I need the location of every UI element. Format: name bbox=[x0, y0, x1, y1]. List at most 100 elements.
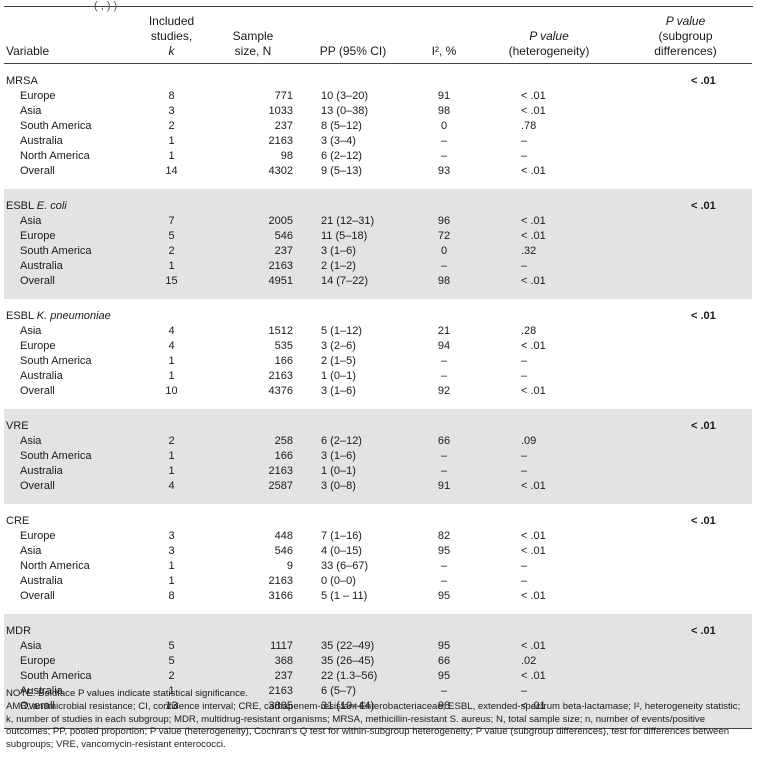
empty-cell bbox=[619, 434, 752, 449]
empty-cell bbox=[619, 559, 752, 574]
sample-size-cell: 546 bbox=[274, 545, 293, 557]
empty-cell bbox=[619, 449, 752, 464]
studies-cell: 13 bbox=[134, 699, 209, 714]
sample-size-cell: 4376 bbox=[268, 385, 293, 397]
studies-cell: 2 bbox=[134, 244, 209, 259]
group-block: MDR < .01 Asia 5 1117 35 (22–49) 95 < .01 Europe… bbox=[4, 614, 752, 729]
p-heterogeneity-cell: < .01 bbox=[479, 479, 619, 494]
empty-cell bbox=[619, 479, 752, 494]
i2-cell: 95 bbox=[409, 669, 479, 684]
empty-cell bbox=[619, 384, 752, 399]
studies-cell: 4 bbox=[168, 325, 175, 337]
i2-cell: 91 bbox=[409, 479, 479, 494]
p-subgroup-value: < .01 bbox=[691, 75, 716, 87]
studies-cell: 3 bbox=[168, 545, 175, 557]
region-cell: Australia bbox=[4, 684, 134, 699]
pp-cell: 11 (5–18) bbox=[297, 229, 409, 244]
sample-size-cell: 2163 bbox=[209, 464, 297, 479]
empty-cell bbox=[479, 514, 619, 529]
empty-cell bbox=[134, 309, 209, 324]
i2-cell: 0 bbox=[440, 120, 448, 132]
i2-cell: 66 bbox=[409, 654, 479, 669]
pp-cell: 6 (2–12) bbox=[297, 434, 409, 449]
pp-cell: 13 (0–38) bbox=[321, 105, 369, 117]
pp-cell: 9 (5–13) bbox=[321, 165, 362, 177]
pp-cell: 3 (1–6) bbox=[297, 449, 409, 464]
empty-cell bbox=[619, 654, 752, 669]
group-name-text: ESBL bbox=[6, 310, 37, 322]
table-row: Australia 1 2163 1 (0–1) – – bbox=[4, 369, 752, 384]
p-heterogeneity-cell: – bbox=[521, 135, 528, 147]
empty-cell bbox=[409, 199, 479, 214]
empty-cell bbox=[619, 574, 752, 589]
pp-cell: 1 (0–1) bbox=[321, 370, 356, 382]
empty-cell bbox=[619, 324, 752, 339]
table-row: Asia 3 546 4 (0–15) 95 < .01 bbox=[4, 544, 752, 559]
header-p-heterogeneity: P value (heterogeneity) bbox=[479, 8, 619, 64]
p-heterogeneity-cell: – bbox=[479, 464, 619, 479]
table-row: South America 2 237 22 (1.3–56) 95 < .01 bbox=[4, 669, 752, 684]
empty-cell bbox=[619, 639, 752, 654]
sample-size-cell: 258 bbox=[209, 434, 297, 449]
region-cell: Asia bbox=[4, 434, 134, 449]
spacer-cell bbox=[4, 179, 752, 189]
empty-cell bbox=[619, 274, 752, 289]
empty-cell bbox=[209, 624, 297, 639]
table-row: Overall 15 4951 14 (7–22) 98 < .01 bbox=[4, 274, 752, 289]
region-cell: Overall bbox=[20, 590, 55, 602]
group-block: VRE < .01 Asia 2 258 6 (2–12) 66.09 South Ameri… bbox=[4, 409, 752, 504]
sample-size-cell: 237 bbox=[209, 244, 297, 259]
spacer-cell bbox=[4, 64, 752, 75]
spacer-row bbox=[4, 189, 752, 199]
empty-cell bbox=[409, 74, 479, 89]
studies-cell: 5 bbox=[134, 639, 209, 654]
spacer-row bbox=[4, 409, 752, 419]
region-cell: Australia bbox=[20, 575, 63, 587]
header-p-subgroup: P value (subgroup differences) bbox=[619, 8, 752, 64]
table-header: Variable Included studies, k Sample size… bbox=[4, 8, 752, 64]
table-row: Overall 4 2587 3 (0–8) 91 < .01 bbox=[4, 479, 752, 494]
i2-cell: 0 bbox=[409, 244, 479, 259]
table-row: North America 1 98 6 (2–12) – – bbox=[4, 149, 752, 164]
spacer-row bbox=[4, 714, 752, 729]
region-cell: Europe bbox=[4, 229, 134, 244]
group-header-row: VRE < .01 bbox=[4, 419, 752, 434]
i2-cell: – bbox=[409, 464, 479, 479]
group-block: ESBL K. pneumoniae < .01 Asia 4 1512 5 (1–12)… bbox=[4, 299, 752, 409]
region-cell: South America bbox=[20, 355, 92, 367]
table-notes: NOTE. Boldface P values indicate statist… bbox=[6, 688, 748, 751]
results-table: Variable Included studies, k Sample size… bbox=[4, 8, 752, 729]
table-row: North America 1 9 33 (6–67) – – bbox=[4, 559, 752, 574]
studies-cell: 4 bbox=[168, 340, 175, 352]
studies-cell: 2 bbox=[134, 669, 209, 684]
p-heterogeneity-cell: < .01 bbox=[521, 105, 546, 117]
empty-cell bbox=[134, 419, 209, 434]
sample-size-cell: 2163 bbox=[209, 684, 297, 699]
p-heterogeneity-cell: < .01 bbox=[521, 90, 546, 102]
i2-cell: 96 bbox=[409, 214, 479, 229]
spacer-row bbox=[4, 179, 752, 189]
pp-cell: 3 (3–4) bbox=[321, 135, 356, 147]
region-cell: Overall bbox=[20, 165, 55, 177]
region-cell: South America bbox=[20, 120, 92, 132]
group-header-row: MRSA < .01 bbox=[4, 74, 752, 89]
note-abbreviations: AMR, antimicrobial resistance; CI, confi… bbox=[6, 701, 741, 750]
pp-cell: 22 (1.3–56) bbox=[297, 669, 409, 684]
table-row: Asia 5 1117 35 (22–49) 95 < .01 bbox=[4, 639, 752, 654]
group-name-text: MRSA bbox=[6, 75, 38, 87]
i2-cell: 98 bbox=[409, 699, 479, 714]
studies-cell: 1 bbox=[168, 135, 175, 147]
region-cell: Europe bbox=[20, 90, 56, 102]
p-heterogeneity-cell: < .01 bbox=[479, 274, 619, 289]
studies-cell: 8 bbox=[168, 90, 175, 102]
empty-cell bbox=[297, 309, 409, 324]
p-heterogeneity-cell: – bbox=[521, 150, 528, 162]
empty-cell bbox=[297, 74, 409, 89]
studies-cell: 1 bbox=[168, 575, 175, 587]
table-row: South America 2 237 8 (5–12) 0 .78 bbox=[4, 119, 752, 134]
i2-cell: 95 bbox=[437, 545, 451, 557]
empty-cell bbox=[134, 624, 209, 639]
p-heterogeneity-cell: .02 bbox=[479, 654, 619, 669]
region-cell: Overall bbox=[20, 385, 55, 397]
p-heterogeneity-cell: – bbox=[521, 355, 528, 367]
